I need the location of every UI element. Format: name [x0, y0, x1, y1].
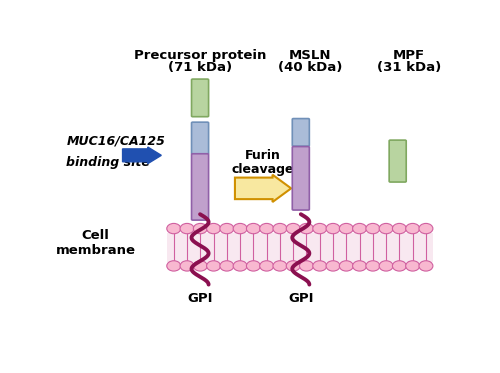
Circle shape: [260, 223, 274, 234]
Circle shape: [260, 261, 274, 271]
Circle shape: [246, 261, 260, 271]
Circle shape: [326, 261, 340, 271]
Circle shape: [233, 223, 247, 234]
Circle shape: [419, 223, 433, 234]
FancyBboxPatch shape: [389, 140, 406, 182]
Circle shape: [300, 223, 314, 234]
Bar: [167, 233, 432, 262]
Circle shape: [273, 261, 287, 271]
Circle shape: [246, 223, 260, 234]
Circle shape: [300, 261, 314, 271]
Circle shape: [206, 261, 220, 271]
Text: (31 kDa): (31 kDa): [377, 60, 442, 73]
FancyBboxPatch shape: [192, 79, 208, 117]
Circle shape: [313, 223, 326, 234]
Circle shape: [406, 223, 419, 234]
Circle shape: [313, 261, 326, 271]
Circle shape: [286, 261, 300, 271]
Text: membrane: membrane: [56, 244, 136, 257]
Circle shape: [340, 261, 353, 271]
Circle shape: [340, 223, 353, 234]
Text: (71 kDa): (71 kDa): [168, 60, 232, 73]
Text: binding site: binding site: [66, 156, 150, 169]
FancyBboxPatch shape: [192, 122, 208, 154]
Circle shape: [392, 223, 406, 234]
Text: Furin: Furin: [246, 149, 281, 162]
Text: MUC16/CA125: MUC16/CA125: [66, 135, 165, 147]
Circle shape: [352, 223, 366, 234]
FancyBboxPatch shape: [292, 119, 310, 146]
FancyArrow shape: [235, 175, 291, 202]
Circle shape: [273, 223, 287, 234]
Circle shape: [206, 223, 220, 234]
FancyArrow shape: [122, 147, 162, 164]
Text: (40 kDa): (40 kDa): [278, 60, 342, 73]
Circle shape: [167, 223, 180, 234]
Circle shape: [167, 261, 180, 271]
Circle shape: [220, 261, 234, 271]
Circle shape: [233, 261, 247, 271]
Circle shape: [379, 261, 393, 271]
Text: MSLN: MSLN: [289, 49, 332, 62]
Text: MPF: MPF: [393, 49, 426, 62]
Circle shape: [352, 261, 366, 271]
FancyBboxPatch shape: [292, 147, 310, 210]
Circle shape: [419, 261, 433, 271]
Text: Cell: Cell: [82, 229, 110, 242]
Circle shape: [406, 261, 419, 271]
Circle shape: [194, 223, 207, 234]
Circle shape: [379, 223, 393, 234]
FancyBboxPatch shape: [192, 154, 208, 220]
Circle shape: [180, 223, 194, 234]
Text: GPI: GPI: [288, 292, 314, 305]
Circle shape: [366, 223, 380, 234]
Circle shape: [326, 223, 340, 234]
Text: Precursor protein: Precursor protein: [134, 49, 266, 62]
Text: GPI: GPI: [188, 292, 213, 305]
Circle shape: [180, 261, 194, 271]
Circle shape: [286, 223, 300, 234]
Circle shape: [220, 223, 234, 234]
Text: cleavage: cleavage: [232, 163, 294, 176]
Circle shape: [366, 261, 380, 271]
Circle shape: [392, 261, 406, 271]
Circle shape: [194, 261, 207, 271]
